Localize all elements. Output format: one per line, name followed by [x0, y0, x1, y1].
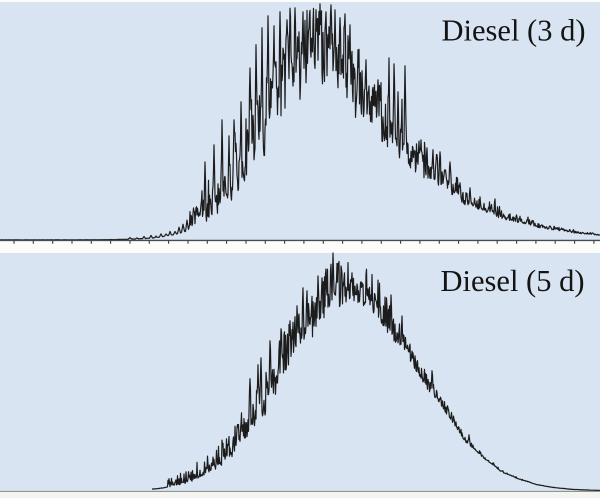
svg-text:Diesel (3 d): Diesel (3 d) — [442, 13, 586, 47]
svg-text:Diesel (5 d): Diesel (5 d) — [441, 264, 585, 298]
